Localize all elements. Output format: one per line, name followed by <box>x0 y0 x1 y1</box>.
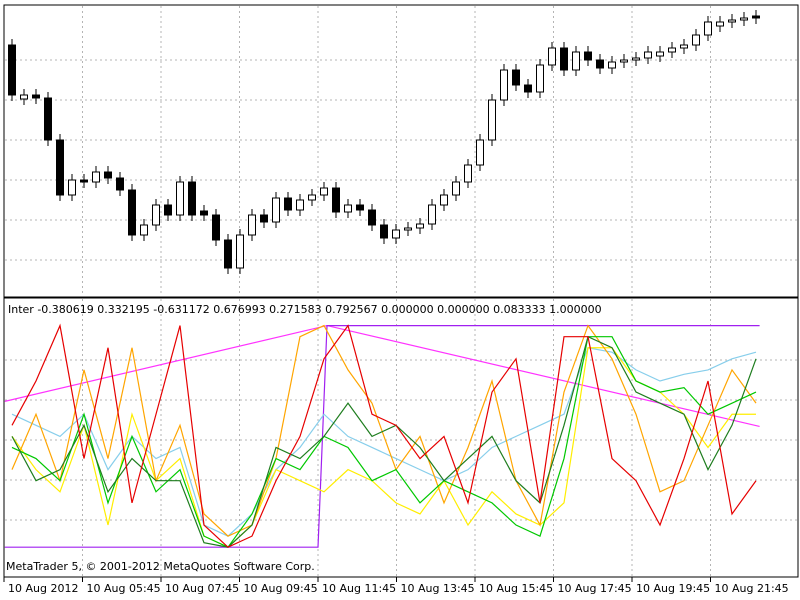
indicator-line <box>11 335 757 548</box>
x-tick-label: 10 Aug 05:45 <box>87 582 161 595</box>
candle-body <box>584 51 592 61</box>
candle-body <box>236 234 244 269</box>
candle-body <box>176 181 184 216</box>
candle-body <box>380 224 388 239</box>
candle-body <box>128 189 136 236</box>
candle-body <box>488 99 496 141</box>
indicator-lines <box>4 323 760 548</box>
x-tick-label: 10 Aug 2012 <box>8 582 78 595</box>
candle-body <box>332 187 340 213</box>
candle-body <box>728 19 736 23</box>
candle-body <box>104 171 112 179</box>
candle-body <box>356 204 364 211</box>
candle-body <box>248 214 256 236</box>
indicator-panel <box>3 297 799 578</box>
candle-body <box>56 139 64 196</box>
candle-body <box>536 64 544 93</box>
indicator-line <box>11 323 757 548</box>
candle-body <box>296 199 304 211</box>
candle-body <box>212 214 220 241</box>
candle-body <box>416 223 424 229</box>
candle-body <box>200 210 208 216</box>
x-tick-label: 10 Aug 21:45 <box>715 582 789 595</box>
candle-body <box>620 59 628 63</box>
candle-body <box>188 181 196 216</box>
candle-body <box>752 15 760 19</box>
x-tick-label: 10 Aug 11:45 <box>322 582 396 595</box>
candle-body <box>440 194 448 206</box>
candle-body <box>392 229 400 239</box>
price-panel <box>3 4 799 298</box>
candle-body <box>164 204 172 216</box>
candle-body <box>368 209 376 226</box>
x-tick-label: 10 Aug 15:45 <box>479 582 553 595</box>
candle-body <box>344 204 352 213</box>
candle-body <box>452 181 460 196</box>
candle-body <box>116 177 124 191</box>
candle-body <box>548 47 556 66</box>
candle-body <box>464 164 472 183</box>
candle-body <box>632 57 640 61</box>
candle-body <box>308 194 316 201</box>
indicator-line <box>11 324 757 537</box>
candle-body <box>608 61 616 69</box>
candle-body <box>572 51 580 71</box>
candle-body <box>260 214 268 223</box>
candle-body <box>32 94 40 99</box>
indicator-line <box>11 347 756 548</box>
x-tick-label: 10 Aug 09:45 <box>244 582 318 595</box>
candle-body <box>524 84 532 93</box>
candle-body <box>680 44 688 49</box>
candle-body <box>92 171 100 183</box>
candle-body <box>656 51 664 57</box>
candle-body <box>644 51 652 59</box>
candle-body <box>596 59 604 69</box>
candle-body <box>284 197 292 211</box>
candle-body <box>512 69 520 86</box>
candle-body <box>428 204 436 225</box>
candle-body <box>716 21 724 27</box>
candle-body <box>740 17 748 21</box>
x-tick-label: 10 Aug 17:45 <box>558 582 632 595</box>
copyright: MetaTrader 5, © 2001-2012 MetaQuotes Sof… <box>6 560 315 573</box>
x-tick-label: 10 Aug 07:45 <box>165 582 239 595</box>
candle-body <box>704 21 712 36</box>
candle-body <box>224 239 232 269</box>
candle-body <box>80 179 88 183</box>
x-tick-label: 10 Aug 19:45 <box>636 582 710 595</box>
candle-body <box>560 47 568 71</box>
candle-body <box>140 224 148 236</box>
candle-body <box>404 227 412 231</box>
candle-body <box>272 197 280 223</box>
candle-body <box>44 97 52 141</box>
indicator-line <box>11 336 757 548</box>
trend-line <box>4 324 760 548</box>
candle-body <box>8 44 16 96</box>
candle-body <box>152 204 160 226</box>
indicator-line <box>11 347 757 537</box>
candle-body <box>476 139 484 166</box>
candle-body <box>68 179 76 196</box>
grid <box>5 6 797 576</box>
x-axis: 10 Aug 2012 10 Aug 05:45 10 Aug 07:45 10 Au… <box>3 577 789 595</box>
candle-body <box>320 187 328 196</box>
indicator-label: Inter -0.380619 0.332195 -0.631172 0.676… <box>8 303 602 316</box>
candle-body <box>668 47 676 53</box>
candle-body <box>692 34 700 46</box>
candle-body <box>20 94 28 100</box>
candle-body <box>500 69 508 101</box>
candles <box>8 10 760 274</box>
x-tick-label: 10 Aug 13:45 <box>401 582 475 595</box>
